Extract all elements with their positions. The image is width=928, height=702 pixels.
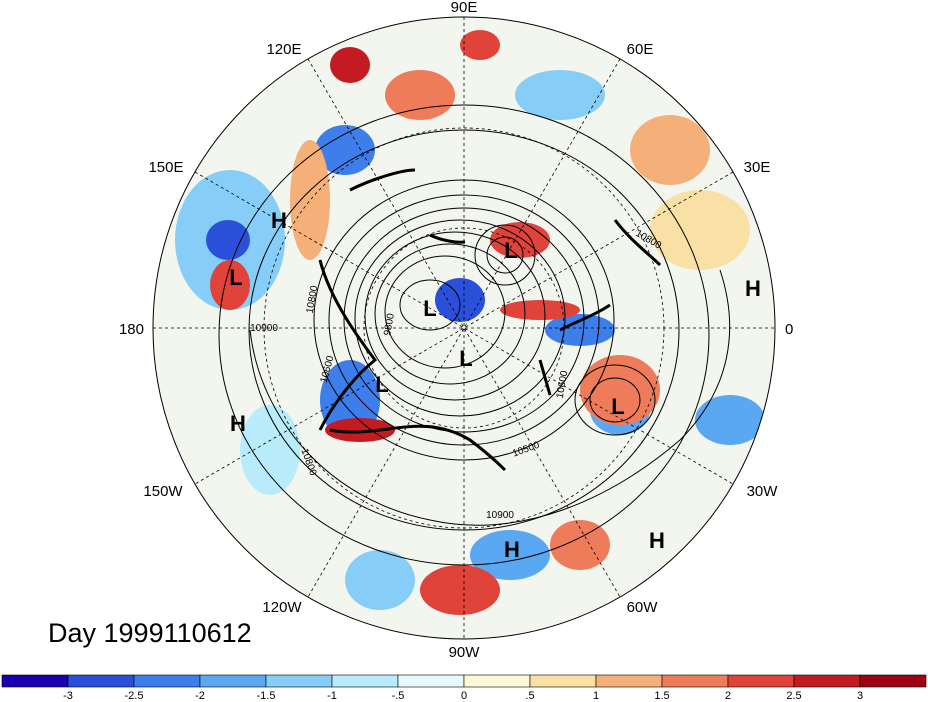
pressure-centers: H L L H L L L L H L H H bbox=[229, 208, 761, 562]
colorbar-tick-label: -3 bbox=[63, 690, 73, 702]
colorbar-swatch bbox=[199, 674, 267, 688]
high-pressure-center: H bbox=[271, 208, 287, 233]
colorbar-tick-label: 3 bbox=[857, 690, 863, 702]
strong-gradient-bands bbox=[318, 168, 662, 472]
lon-label-60w: 60W bbox=[627, 599, 659, 616]
lon-label-90w: 90W bbox=[449, 644, 481, 661]
map-boundary bbox=[152, 16, 776, 640]
high-pressure-center: H bbox=[504, 537, 520, 562]
longitude-labels: 90E 60E 30E 0 30W 60W 90W 120W 150W 180 … bbox=[119, 0, 793, 661]
low-pressure-center: L bbox=[459, 346, 472, 371]
colorbar-swatch bbox=[529, 674, 597, 688]
colorbar-swatch bbox=[727, 674, 795, 688]
contour-label: 10900 bbox=[486, 510, 514, 521]
contour-label: 10600 bbox=[555, 369, 571, 399]
lon-label-150w: 150W bbox=[143, 483, 183, 500]
colorbar-swatch bbox=[67, 674, 135, 688]
contour-label: 10900 bbox=[250, 323, 278, 334]
colorbar-swatch bbox=[133, 674, 201, 688]
lon-label-150e: 150E bbox=[148, 159, 183, 176]
map-title: Day 1999110612 bbox=[48, 618, 252, 648]
colorbar-tick-label: .5 bbox=[525, 690, 534, 702]
graticule bbox=[153, 17, 775, 639]
low-pressure-center: L bbox=[423, 296, 436, 321]
colorbar-swatch bbox=[595, 674, 663, 688]
colorbar-swatch bbox=[661, 674, 729, 688]
colorbar-tick-label: -1.5 bbox=[257, 690, 276, 702]
lon-label-0: 0 bbox=[785, 321, 793, 338]
colorbar-tick-label: -2 bbox=[195, 690, 205, 702]
colorbar-tick-label: 1.5 bbox=[654, 690, 669, 702]
colorbar-swatch bbox=[463, 674, 531, 688]
contour-label: 10800 bbox=[305, 284, 321, 314]
lon-label-90e: 90E bbox=[451, 0, 478, 16]
lon-label-30e: 30E bbox=[744, 159, 771, 176]
colorbar-tick-label: 0 bbox=[461, 690, 467, 702]
lon-label-180: 180 bbox=[119, 321, 144, 338]
lon-label-30w: 30W bbox=[747, 483, 779, 500]
colorbar-tick-label: 1 bbox=[593, 690, 599, 702]
low-pressure-center: L bbox=[375, 372, 388, 397]
lon-label-120e: 120E bbox=[266, 41, 301, 58]
lon-label-60e: 60E bbox=[627, 41, 654, 58]
colorbar-tick-label: -1 bbox=[327, 690, 337, 702]
colorbar-tick-label: -.5 bbox=[392, 690, 405, 702]
colorbar: -3 -2.5 -2 -1.5 -1 -.5 0 .5 1 1.5 2 2.5 3 bbox=[1, 674, 927, 702]
high-pressure-center: H bbox=[230, 411, 246, 436]
colorbar-swatch bbox=[793, 674, 861, 688]
colorbar-swatch bbox=[397, 674, 465, 688]
low-pressure-center: L bbox=[611, 394, 624, 419]
colorbar-swatch bbox=[1, 674, 69, 688]
contour-label: 9800 bbox=[382, 312, 397, 336]
lon-label-120w: 120W bbox=[262, 599, 302, 616]
low-pressure-center: L bbox=[504, 238, 517, 263]
shaded-anomaly-field bbox=[153, 17, 775, 639]
colorbar-tick-label: -2.5 bbox=[125, 690, 144, 702]
low-pressure-center: L bbox=[229, 265, 242, 290]
colorbar-swatch bbox=[265, 674, 333, 688]
high-pressure-center: H bbox=[745, 276, 761, 301]
colorbar-swatch bbox=[331, 674, 399, 688]
high-pressure-center: H bbox=[649, 528, 665, 553]
colorbar-tick-label: 2 bbox=[725, 690, 731, 702]
colorbar-swatch bbox=[859, 674, 927, 688]
colorbar-tick-label: 2.5 bbox=[786, 690, 801, 702]
